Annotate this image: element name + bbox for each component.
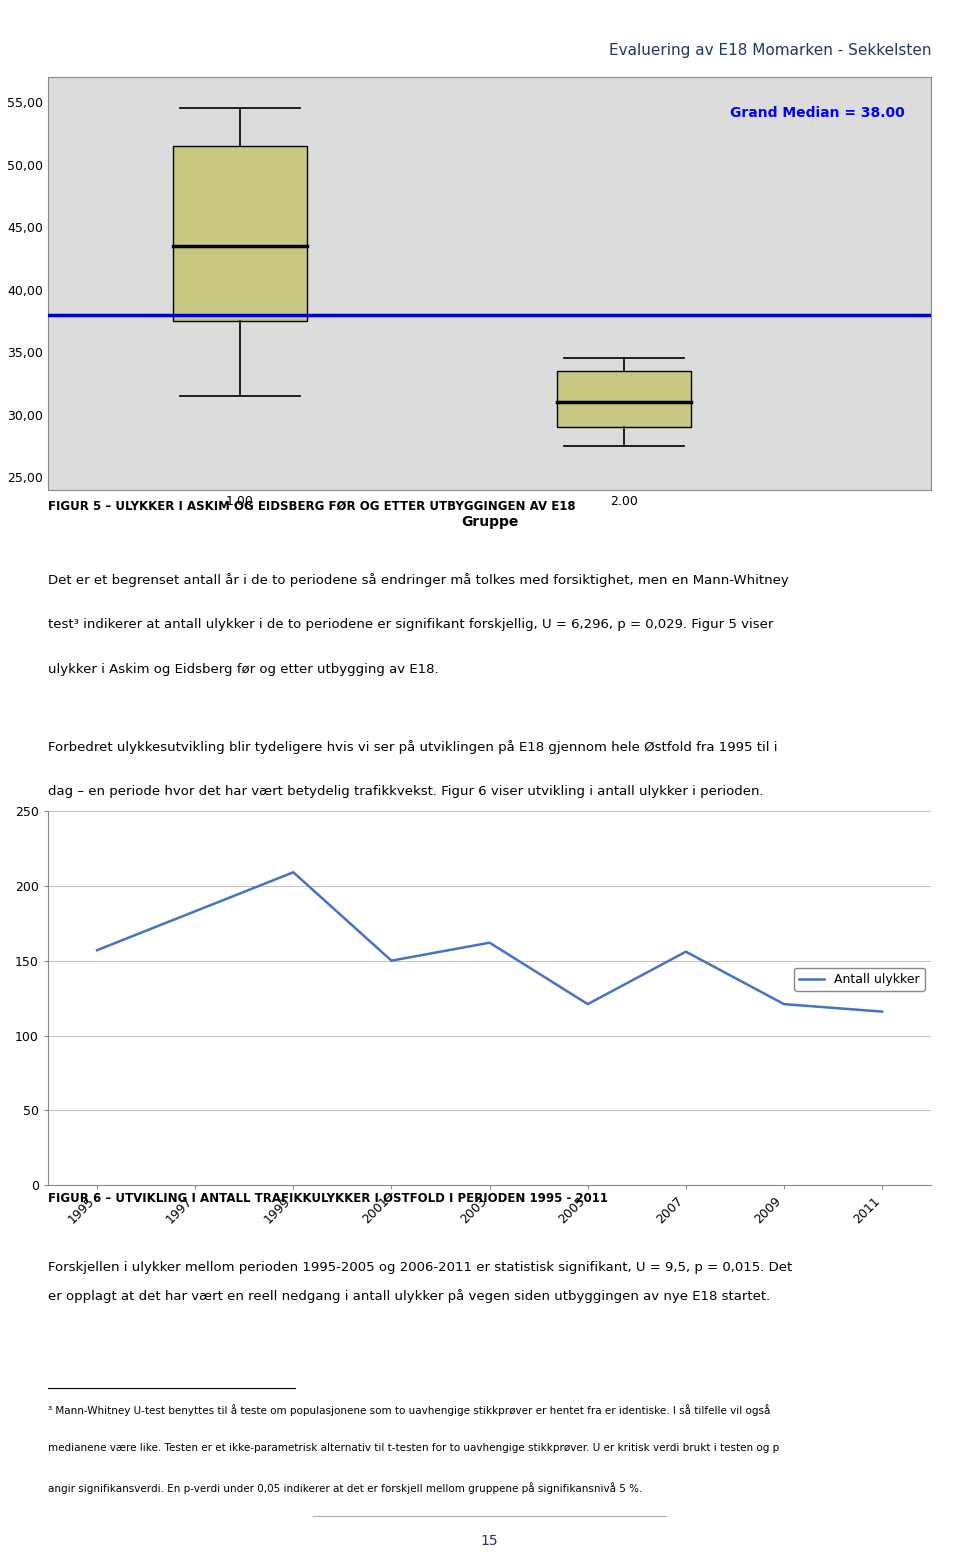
Text: test³ indikerer at antall ulykker i de to periodene er signifikant forskjellig, : test³ indikerer at antall ulykker i de t…	[48, 618, 774, 632]
Text: Det er et begrenset antall år i de to periodene så endringer må tolkes med forsi: Det er et begrenset antall år i de to pe…	[48, 574, 789, 588]
FancyBboxPatch shape	[557, 372, 691, 426]
Text: FIGUR 5 – ULYKKER I ASKIM OG EIDSBERG FØR OG ETTER UTBYGGINGEN AV E18: FIGUR 5 – ULYKKER I ASKIM OG EIDSBERG FØ…	[48, 500, 576, 513]
Text: 15: 15	[481, 1534, 498, 1548]
Text: medianene være like. Testen er et ikke-parametrisk alternativ til t-testen for t: medianene være like. Testen er et ikke-p…	[48, 1443, 780, 1452]
X-axis label: Gruppe: Gruppe	[461, 514, 518, 528]
Text: FIGUR 6 – UTVIKLING I ANTALL TRAFIKKULYKKER I ØSTFOLD I PERIODEN 1995 - 2011: FIGUR 6 – UTVIKLING I ANTALL TRAFIKKULYK…	[48, 1192, 608, 1204]
Text: Evaluering av E18 Momarken - Sekkelsten: Evaluering av E18 Momarken - Sekkelsten	[609, 42, 931, 58]
Text: Forskjellen i ulykker mellom perioden 1995-2005 og 2006-2011 er statistisk signi: Forskjellen i ulykker mellom perioden 19…	[48, 1261, 792, 1273]
Text: dag – en periode hvor det har vært betydelig trafikkvekst. Figur 6 viser utvikli: dag – en periode hvor det har vært betyd…	[48, 786, 763, 798]
Legend: Antall ulykker: Antall ulykker	[794, 967, 924, 991]
Text: ³ Mann-Whitney U-test benyttes til å teste om populasjonene som to uavhengige st: ³ Mann-Whitney U-test benyttes til å tes…	[48, 1403, 770, 1416]
Text: Forbedret ulykkesutvikling blir tydeligere hvis vi ser på utviklingen på E18 gje: Forbedret ulykkesutvikling blir tydelige…	[48, 740, 778, 754]
Text: ulykker i Askim og Eidsberg før og etter utbygging av E18.: ulykker i Askim og Eidsberg før og etter…	[48, 663, 439, 676]
Text: angir signifikansverdi. En p-verdi under 0,05 indikerer at det er forskjell mell: angir signifikansverdi. En p-verdi under…	[48, 1482, 642, 1493]
Text: er opplagt at det har vært en reell nedgang i antall ulykker på vegen siden utby: er opplagt at det har vært en reell nedg…	[48, 1289, 770, 1303]
Text: Grand Median = 38.00: Grand Median = 38.00	[730, 107, 904, 119]
FancyBboxPatch shape	[173, 146, 307, 321]
